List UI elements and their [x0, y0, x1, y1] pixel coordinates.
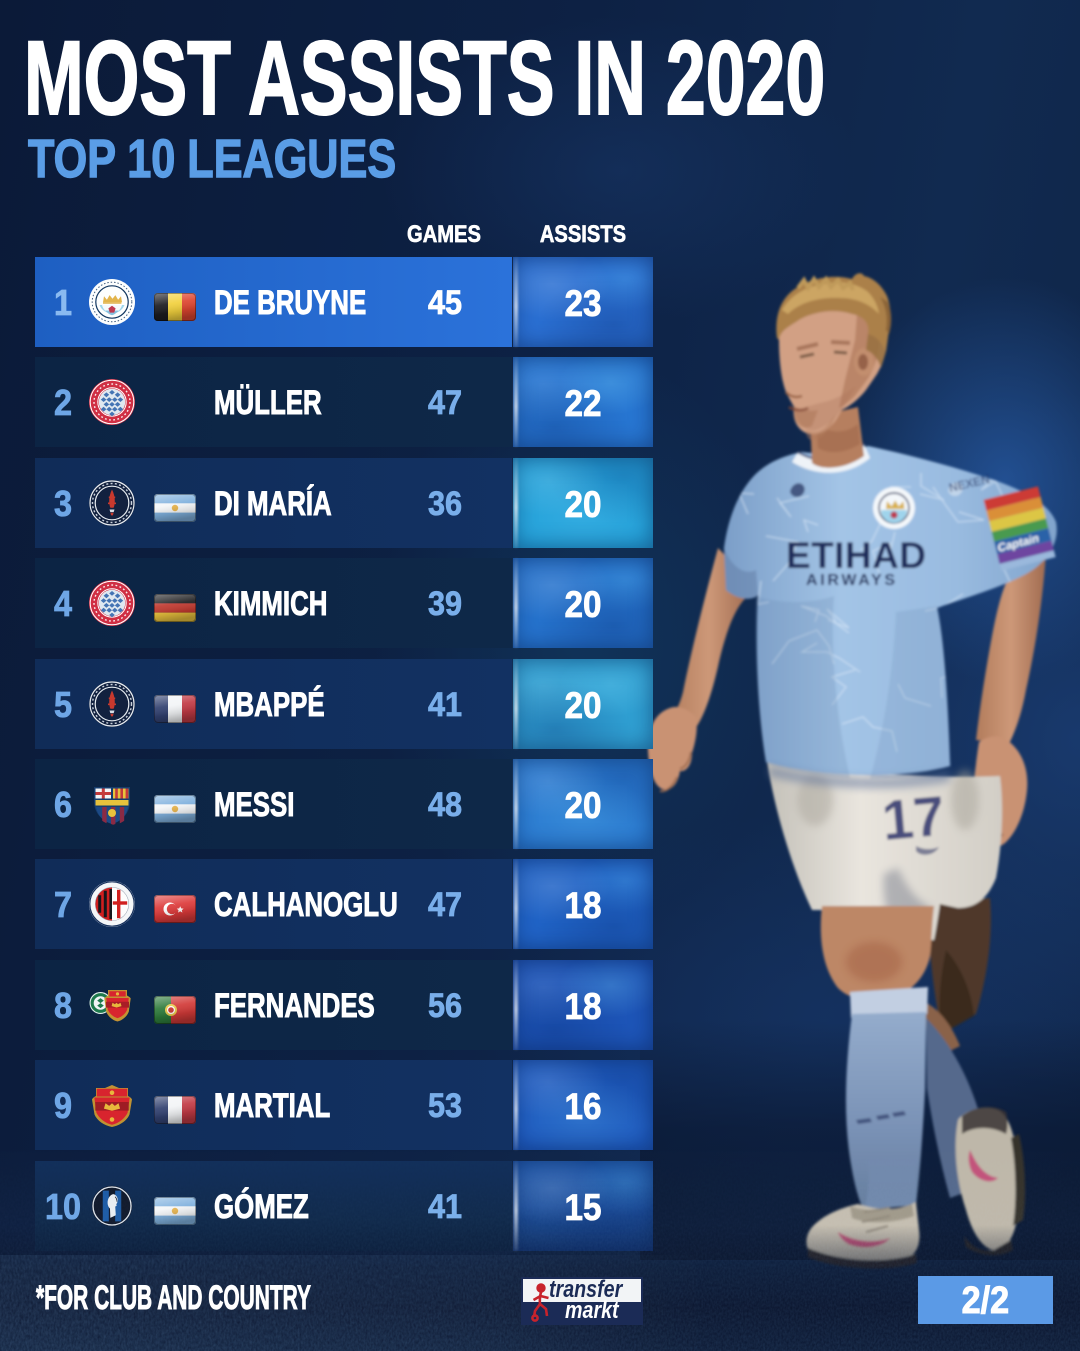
svg-text:ETIHAD: ETIHAD [786, 535, 926, 576]
svg-text:AIRWAYS: AIRWAYS [806, 572, 898, 589]
svg-text:17: 17 [880, 784, 948, 852]
